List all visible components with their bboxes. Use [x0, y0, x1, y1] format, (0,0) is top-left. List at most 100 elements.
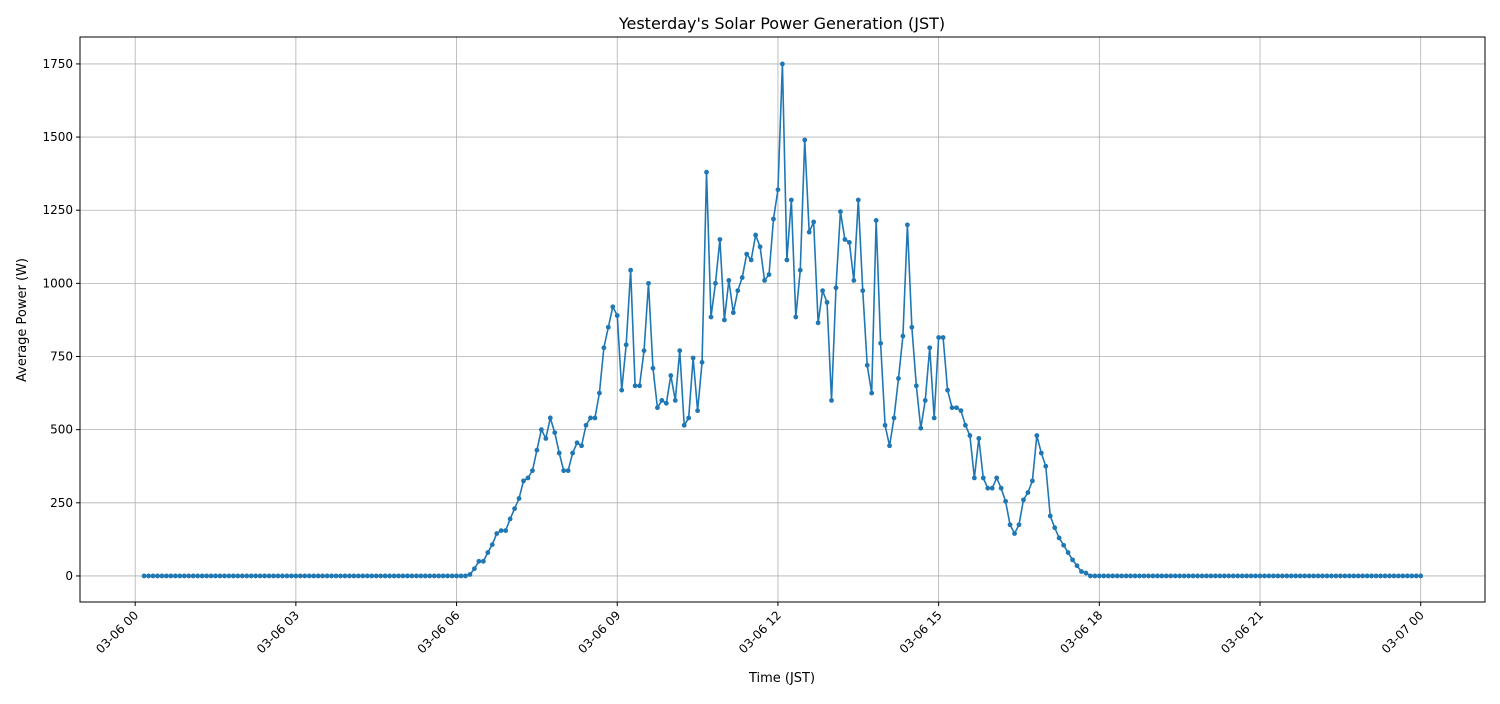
- data-point: [954, 405, 959, 411]
- data-point: [931, 415, 937, 421]
- data-point: [1079, 569, 1084, 574]
- x-tick-label: 03-07 00: [1379, 608, 1427, 656]
- data-point: [757, 244, 763, 250]
- data-point: [208, 573, 214, 579]
- data-point: [958, 408, 964, 414]
- data-point: [690, 355, 696, 361]
- data-point: [842, 237, 848, 242]
- data-point: [413, 573, 419, 579]
- data-point: [155, 573, 160, 579]
- data-point: [516, 496, 522, 501]
- data-point: [717, 237, 723, 242]
- x-axis-label: Time (JST): [748, 671, 815, 686]
- data-point: [1226, 573, 1232, 579]
- x-tick-label: 03-06 00: [93, 608, 141, 656]
- data-point: [1083, 570, 1089, 576]
- data-point: [1114, 573, 1120, 579]
- data-point: [681, 422, 687, 428]
- data-point: [1346, 573, 1352, 579]
- data-point: [650, 365, 656, 371]
- data-point: [900, 333, 906, 339]
- data-point: [762, 278, 767, 283]
- data-point: [918, 425, 924, 431]
- data-point: [1387, 573, 1392, 579]
- data-point: [1306, 573, 1312, 579]
- data-point: [909, 324, 915, 330]
- data-point: [646, 280, 651, 286]
- data-point: [1355, 573, 1361, 579]
- data-point: [659, 398, 665, 403]
- data-point: [1195, 573, 1200, 579]
- data-point: [1413, 573, 1419, 579]
- data-point: [213, 573, 218, 579]
- data-point: [967, 433, 973, 438]
- data-point: [1186, 573, 1192, 579]
- data-point: [1284, 573, 1290, 579]
- data-point: [976, 436, 982, 441]
- data-point: [561, 468, 567, 474]
- data-point: [806, 229, 812, 235]
- data-point: [1208, 573, 1214, 579]
- data-point: [1369, 573, 1375, 579]
- data-point: [436, 573, 442, 579]
- data-point: [668, 373, 674, 378]
- data-point: [1132, 573, 1138, 579]
- data-point: [204, 573, 209, 579]
- data-point: [860, 288, 866, 294]
- data-point: [190, 573, 196, 579]
- data-point: [547, 415, 553, 421]
- data-point: [971, 475, 977, 481]
- data-point: [369, 573, 375, 579]
- data-point: [802, 137, 808, 143]
- data-point: [784, 257, 790, 263]
- data-point: [704, 169, 709, 175]
- data-point: [1248, 573, 1254, 579]
- data-point: [266, 573, 272, 579]
- data-point: [373, 573, 379, 579]
- data-point: [601, 345, 607, 351]
- data-point: [1396, 573, 1401, 579]
- data-point: [302, 573, 308, 579]
- data-point: [530, 468, 535, 474]
- data-point: [543, 436, 549, 441]
- data-point: [699, 359, 705, 365]
- data-point: [472, 566, 477, 572]
- data-point: [1110, 573, 1116, 579]
- data-point: [1418, 573, 1424, 579]
- data-point: [1003, 498, 1008, 504]
- data-point: [181, 573, 187, 579]
- grid: [80, 37, 1485, 602]
- data-point: [248, 573, 254, 579]
- data-point: [829, 398, 834, 403]
- data-point: [1056, 535, 1062, 541]
- data-point: [824, 299, 830, 305]
- data-point: [230, 573, 236, 579]
- data-point: [1190, 573, 1196, 579]
- data-point: [164, 573, 169, 579]
- data-point: [788, 197, 794, 203]
- data-point: [1199, 573, 1205, 579]
- data-point: [570, 450, 576, 456]
- data-point: [1293, 573, 1299, 579]
- data-point: [280, 573, 285, 579]
- data-point: [1288, 573, 1294, 579]
- data-point: [588, 415, 593, 421]
- data-point: [1034, 433, 1040, 438]
- data-point: [1275, 573, 1281, 579]
- data-point: [1065, 550, 1071, 555]
- data-point: [596, 390, 602, 396]
- plot-frame: [79, 36, 1486, 603]
- data-point: [579, 443, 584, 449]
- data-point: [1043, 463, 1049, 469]
- data-point: [1400, 573, 1406, 579]
- data-point: [980, 475, 986, 481]
- data-point: [498, 528, 504, 534]
- data-point: [820, 288, 825, 294]
- data-point: [726, 278, 732, 283]
- data-point: [1074, 563, 1080, 569]
- data-point: [869, 390, 875, 396]
- data-point: [1101, 573, 1107, 579]
- data-point: [1409, 573, 1415, 579]
- chart-title: Yesterday's Solar Power Generation (JST): [618, 14, 945, 33]
